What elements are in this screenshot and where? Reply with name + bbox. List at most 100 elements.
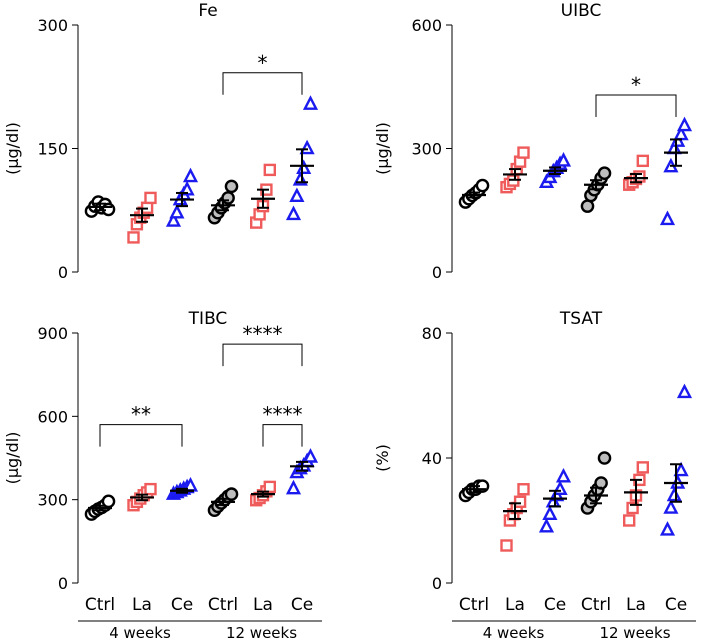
group-la-4-weeks (500, 146, 530, 194)
data-point (623, 514, 636, 527)
data-point (302, 95, 319, 110)
group-la-12-weeks (249, 163, 276, 229)
data-point (676, 383, 693, 399)
data-point (224, 487, 239, 501)
group-ce-4-weeks (538, 467, 572, 533)
bracket-line (222, 72, 303, 95)
y-tick-label: 300 (411, 140, 442, 159)
data-point (127, 231, 140, 244)
data-point (144, 191, 157, 205)
y-tick-label: 0 (58, 574, 68, 593)
data-point (289, 187, 305, 203)
chart-panel-tsat: TSAT (%) 0 40 80 (373, 309, 693, 593)
y-axis-label: (µg/dl) (373, 122, 392, 175)
data-point (299, 139, 315, 155)
data-point (666, 486, 682, 502)
x-group-label: Ctrl (459, 595, 489, 615)
data-point (165, 212, 182, 227)
significance-label: **** (263, 403, 303, 427)
significance-bracket: * (595, 73, 677, 117)
group-la-12-weeks (623, 461, 649, 527)
data-point (179, 180, 195, 196)
significance-bracket: ** (99, 403, 183, 447)
data-point (263, 480, 276, 494)
data-point (542, 505, 558, 521)
data-point (285, 479, 302, 495)
period-label: 12 weeks (599, 624, 670, 642)
x-axis-labels-right: Ctrl La Ce Ctrl La Ce 4 weeks 12 weeks (452, 595, 696, 642)
x-group-label: La (132, 595, 152, 615)
group-ce-4-weeks (538, 152, 572, 189)
significance-label: * (258, 51, 268, 75)
group-ctrl-12-weeks (580, 451, 612, 515)
group-ctrl-12-weeks (580, 166, 612, 213)
data-point (636, 461, 649, 474)
group-ce-12-weeks (659, 383, 693, 536)
group-la-4-weeks (500, 483, 530, 552)
data-point (626, 501, 639, 515)
y-tick-label: 0 (432, 263, 442, 282)
group-ce-4-weeks (165, 167, 199, 227)
group-ctrl-4-weeks (458, 178, 490, 209)
data-point (676, 116, 693, 132)
bracket-line (222, 343, 303, 367)
x-group-label: La (505, 595, 525, 615)
chart-title: UIBC (561, 1, 602, 21)
group-ctrl-4-weeks (84, 494, 116, 521)
y-tick-label: 0 (432, 574, 442, 593)
y-tick-label: 300 (37, 16, 68, 35)
y-axis-label: (µg/dl) (3, 122, 22, 175)
data-point (673, 461, 689, 477)
y-tick-label: 80 (422, 324, 442, 343)
bracket-line (99, 424, 183, 447)
data-point (659, 521, 676, 536)
data-point (513, 495, 527, 508)
significance-bracket: **** (222, 322, 303, 367)
y-tick-label: 0 (58, 263, 68, 282)
data-point (517, 483, 530, 496)
period-label: 4 weeks (109, 624, 171, 642)
data-point (500, 539, 513, 552)
bracket-line (262, 424, 303, 447)
bracket-line (595, 94, 677, 117)
data-point (552, 480, 568, 496)
data-point (302, 448, 319, 463)
x-group-label: Ctrl (85, 595, 115, 615)
group-la-4-weeks (127, 191, 157, 244)
x-group-label: La (626, 595, 646, 615)
significance-label: **** (243, 322, 283, 346)
x-group-label: Ce (171, 595, 193, 615)
x-group-label: Ce (291, 595, 313, 615)
group-la-12-weeks (249, 480, 276, 507)
data-point (296, 159, 312, 175)
data-point (663, 499, 679, 514)
data-point (538, 517, 555, 533)
chart-title: TIBC (188, 309, 228, 329)
x-group-label: Ctrl (208, 595, 238, 615)
group-ctrl-12-weeks (207, 487, 239, 518)
data-point (263, 163, 276, 177)
data-point (517, 146, 530, 159)
data-point (221, 191, 235, 205)
data-point (169, 203, 185, 219)
y-tick-label: 600 (411, 16, 442, 35)
data-point (475, 178, 490, 193)
y-tick-label: 150 (37, 140, 68, 159)
group-ctrl-4-weeks (84, 195, 116, 218)
chart-title: TSAT (559, 309, 603, 329)
y-tick-label: 40 (422, 449, 442, 468)
data-point (659, 210, 676, 226)
data-point (636, 154, 649, 168)
group-ce-12-weeks (285, 95, 319, 221)
significance-bracket: **** (262, 403, 303, 447)
y-axis-label: (µg/dl) (3, 432, 22, 485)
x-group-label: Ce (544, 595, 566, 615)
data-point (597, 451, 612, 465)
data-point (182, 167, 199, 183)
group-ce-12-weeks (659, 116, 693, 226)
y-tick-label: 900 (37, 324, 68, 343)
significance-label: ** (131, 403, 151, 427)
chart-panel-uibc: UIBC (µg/dl) 0 300 600 * (373, 1, 693, 282)
